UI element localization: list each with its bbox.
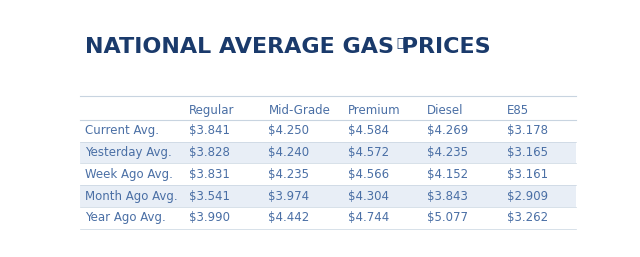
Text: $4.572: $4.572: [348, 146, 389, 159]
Text: $4.744: $4.744: [348, 211, 389, 224]
Text: Regular: Regular: [189, 104, 235, 117]
FancyBboxPatch shape: [80, 185, 576, 207]
Text: $3.165: $3.165: [507, 146, 548, 159]
Text: $3.161: $3.161: [507, 168, 548, 181]
Text: $4.240: $4.240: [269, 146, 310, 159]
Text: $4.250: $4.250: [269, 124, 310, 137]
Text: $4.304: $4.304: [348, 190, 389, 203]
Text: $5.077: $5.077: [428, 211, 468, 224]
Text: $3.990: $3.990: [189, 211, 230, 224]
Text: Diesel: Diesel: [428, 104, 464, 117]
Text: $3.841: $3.841: [189, 124, 230, 137]
Text: $2.909: $2.909: [507, 190, 548, 203]
Text: $4.152: $4.152: [428, 168, 468, 181]
Text: $4.235: $4.235: [428, 146, 468, 159]
Text: NATIONAL AVERAGE GAS PRICES: NATIONAL AVERAGE GAS PRICES: [85, 37, 491, 57]
Text: $3.843: $3.843: [428, 190, 468, 203]
Text: $4.269: $4.269: [428, 124, 468, 137]
Text: $3.831: $3.831: [189, 168, 230, 181]
Text: Mid-Grade: Mid-Grade: [269, 104, 330, 117]
Text: $3.262: $3.262: [507, 211, 548, 224]
Text: $3.178: $3.178: [507, 124, 548, 137]
Text: Premium: Premium: [348, 104, 401, 117]
Text: $4.235: $4.235: [269, 168, 310, 181]
Text: ⓘ: ⓘ: [396, 37, 404, 50]
FancyBboxPatch shape: [80, 142, 576, 163]
Text: $3.541: $3.541: [189, 190, 230, 203]
Text: Yesterday Avg.: Yesterday Avg.: [85, 146, 172, 159]
Text: $3.974: $3.974: [269, 190, 310, 203]
Text: Week Ago Avg.: Week Ago Avg.: [85, 168, 173, 181]
Text: $4.584: $4.584: [348, 124, 389, 137]
Text: E85: E85: [507, 104, 529, 117]
Text: Year Ago Avg.: Year Ago Avg.: [85, 211, 166, 224]
Text: $4.442: $4.442: [269, 211, 310, 224]
Text: Month Ago Avg.: Month Ago Avg.: [85, 190, 177, 203]
Text: $4.566: $4.566: [348, 168, 389, 181]
Text: Current Avg.: Current Avg.: [85, 124, 159, 137]
Text: $3.828: $3.828: [189, 146, 230, 159]
